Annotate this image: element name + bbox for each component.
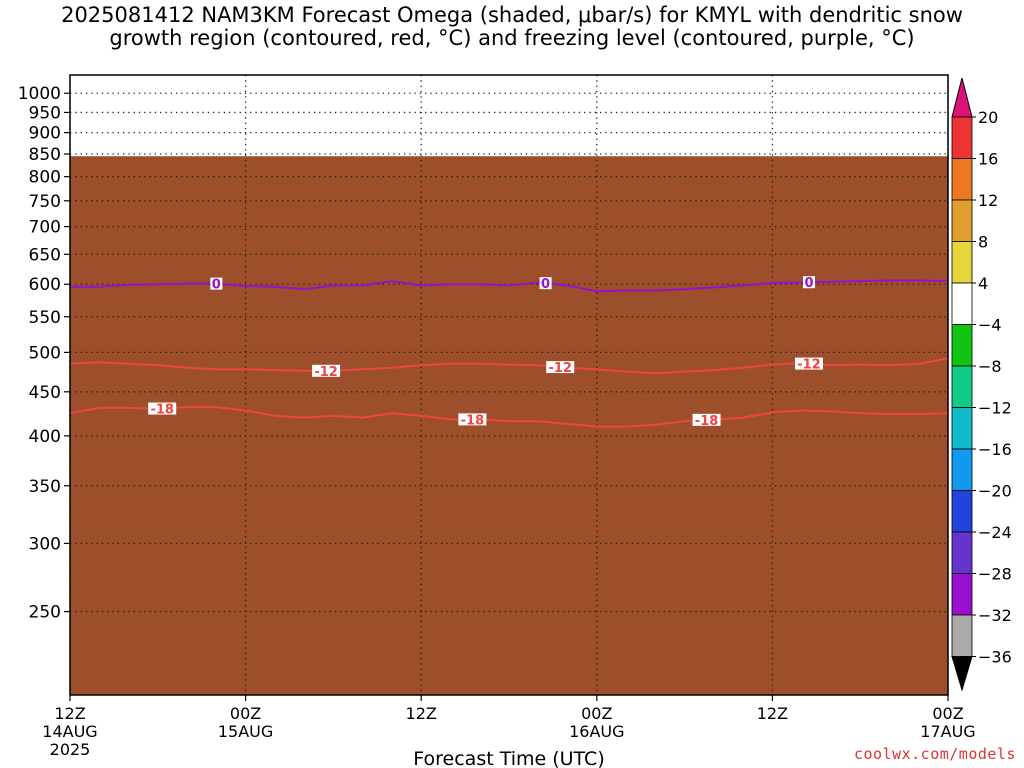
terrain-layer bbox=[70, 156, 948, 695]
contour-label: 0 bbox=[804, 276, 813, 291]
colorbar-cell-6 bbox=[951, 365, 973, 408]
colorbar-cell-7 bbox=[951, 407, 973, 450]
y-tick-label-350: 350 bbox=[29, 477, 61, 497]
colorbar-cell-12 bbox=[951, 614, 973, 657]
x-tick-sublabel-1-0: 15AUG bbox=[218, 722, 273, 741]
colorbar-cell-11 bbox=[951, 573, 973, 616]
chart-title: 2025081412 NAM3KM Forecast Omega (shaded… bbox=[0, 4, 1024, 50]
colorbar-cell-5 bbox=[951, 324, 973, 367]
contour-label: -18 bbox=[461, 413, 485, 428]
x-tick-sublabel-3-0: 16AUG bbox=[569, 722, 624, 741]
contour-label-bg bbox=[312, 364, 341, 377]
plot-frame bbox=[69, 74, 949, 696]
contour-label-bg bbox=[692, 413, 721, 426]
title-line-1: 2025081412 NAM3KM Forecast Omega (shaded… bbox=[61, 3, 963, 27]
y-tick-label-950: 950 bbox=[29, 103, 61, 123]
contour-label: -12 bbox=[548, 361, 572, 376]
terrain-block bbox=[70, 156, 948, 695]
x-tick-label-4: 12Z bbox=[757, 704, 788, 723]
contour-label-bg bbox=[458, 413, 487, 426]
x-tick-label-3: 00Z bbox=[581, 704, 612, 723]
colorbar-cell-2 bbox=[951, 199, 973, 242]
y-tick-label-850: 850 bbox=[29, 145, 61, 165]
contour-label-bg bbox=[148, 402, 177, 415]
x-tick-label-0: 12Z bbox=[54, 704, 85, 723]
grid-lines bbox=[69, 75, 949, 695]
colorbar-cell-9 bbox=[951, 490, 973, 533]
x-tick-sublabel-0-1: 2025 bbox=[50, 740, 91, 759]
colorbar-cell-4 bbox=[951, 282, 973, 325]
contour-label-bg bbox=[794, 357, 823, 370]
colorbar-label-1: 16 bbox=[978, 150, 998, 169]
x-tick-sublabel-5-0: 17AUG bbox=[920, 722, 975, 741]
y-tick-label-650: 650 bbox=[29, 245, 61, 265]
contour-lines: -18 -18 -18 -12 -12 -12 0 0 0 bbox=[70, 276, 948, 429]
colorbar-cell-0 bbox=[951, 116, 973, 159]
y-tick-label-750: 750 bbox=[29, 192, 61, 212]
colorbar-bottom-arrow bbox=[951, 656, 973, 692]
y-tick-label-500: 500 bbox=[29, 343, 61, 363]
colorbar-cell-8 bbox=[951, 448, 973, 491]
x-axis-label: Forecast Time (UTC) bbox=[413, 748, 604, 768]
colorbar-label-3: 8 bbox=[978, 233, 988, 252]
colorbar-cell-1 bbox=[951, 158, 973, 201]
contour-label-bg bbox=[539, 277, 552, 290]
contour-label: -18 bbox=[150, 403, 174, 418]
contour-label: -18 bbox=[695, 414, 719, 429]
contour-0-line bbox=[70, 406, 948, 428]
y-tick-label-1000: 1000 bbox=[18, 84, 61, 104]
contour-label-bg bbox=[546, 361, 575, 374]
contour-label-bg bbox=[210, 277, 223, 290]
x-tick-sublabel-0-0: 14AUG bbox=[42, 722, 97, 741]
colorbar-label-2: 12 bbox=[978, 191, 998, 210]
colorbar-label-7: −12 bbox=[978, 399, 1012, 418]
y-axis: 2503003504004505005506006507007508008509… bbox=[18, 84, 70, 623]
contour-label: -12 bbox=[797, 358, 821, 373]
colorbar-label-0: 20 bbox=[978, 108, 998, 127]
contour-label-bg bbox=[802, 276, 815, 289]
colorbar-label-11: −28 bbox=[978, 565, 1012, 584]
colorbar-cell-10 bbox=[951, 531, 973, 574]
colorbar-cell-3 bbox=[951, 241, 973, 284]
colorbar: 20 16 12 8 4 −4 −8 −12 −16 −20 −24 −28 −32 −36 bbox=[951, 77, 1012, 692]
colorbar-label-13: −36 bbox=[978, 648, 1012, 667]
x-tick-label-1: 00Z bbox=[230, 704, 261, 723]
y-tick-label-600: 600 bbox=[29, 275, 61, 295]
colorbar-label-10: −24 bbox=[978, 523, 1012, 542]
x-tick-label-2: 12Z bbox=[406, 704, 437, 723]
y-tick-label-700: 700 bbox=[29, 218, 61, 238]
contour-label: 0 bbox=[541, 277, 550, 292]
title-line-2: growth region (contoured, red, °C) and f… bbox=[109, 26, 915, 50]
y-tick-label-250: 250 bbox=[29, 603, 61, 623]
y-tick-label-450: 450 bbox=[29, 383, 61, 403]
colorbar-label-9: −20 bbox=[978, 482, 1012, 501]
site-credit: coolwx.com/models bbox=[853, 745, 1016, 763]
colorbar-label-12: −32 bbox=[978, 606, 1012, 625]
y-tick-label-400: 400 bbox=[29, 427, 61, 447]
y-tick-label-800: 800 bbox=[29, 168, 61, 188]
x-tick-label-5: 00Z bbox=[932, 704, 963, 723]
y-tick-label-300: 300 bbox=[29, 534, 61, 554]
colorbar-top-arrow bbox=[951, 77, 973, 118]
y-tick-label-550: 550 bbox=[29, 308, 61, 328]
contour-label: -12 bbox=[314, 365, 338, 380]
colorbar-label-6: −8 bbox=[978, 357, 1002, 376]
colorbar-label-5: −4 bbox=[978, 316, 1002, 335]
y-tick-label-900: 900 bbox=[29, 124, 61, 144]
colorbar-label-8: −16 bbox=[978, 440, 1012, 459]
contour-label: 0 bbox=[212, 278, 221, 293]
colorbar-label-4: 4 bbox=[978, 274, 988, 293]
